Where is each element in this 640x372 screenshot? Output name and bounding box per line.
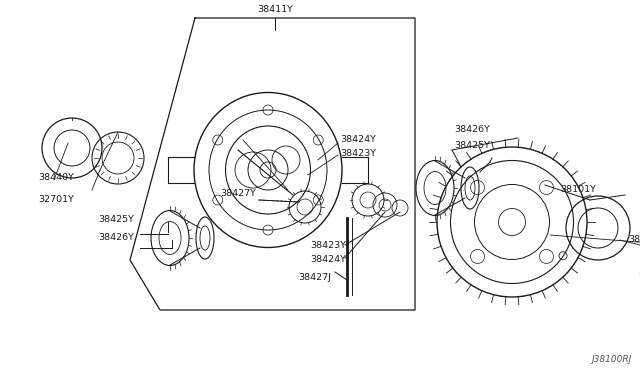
Text: 38102Y: 38102Y (628, 235, 640, 244)
Text: 38425Y: 38425Y (454, 141, 490, 150)
Text: 38440Y: 38440Y (38, 173, 74, 183)
Text: 38427Y: 38427Y (220, 189, 256, 198)
Text: J38100RJ: J38100RJ (592, 355, 632, 364)
Text: 38426Y: 38426Y (454, 125, 490, 135)
Text: 38423Y: 38423Y (340, 150, 376, 158)
Text: 38101Y: 38101Y (560, 186, 596, 195)
Text: 38411Y: 38411Y (257, 5, 293, 14)
Text: 38453Y: 38453Y (638, 267, 640, 276)
Text: 38425Y: 38425Y (98, 215, 134, 224)
Text: 38424Y: 38424Y (340, 135, 376, 144)
Text: 38423Y: 38423Y (310, 241, 346, 250)
Text: 38424Y: 38424Y (310, 256, 346, 264)
Text: 32701Y: 32701Y (38, 196, 74, 205)
Text: 38426Y: 38426Y (98, 234, 134, 243)
Text: 38427J: 38427J (298, 273, 331, 282)
